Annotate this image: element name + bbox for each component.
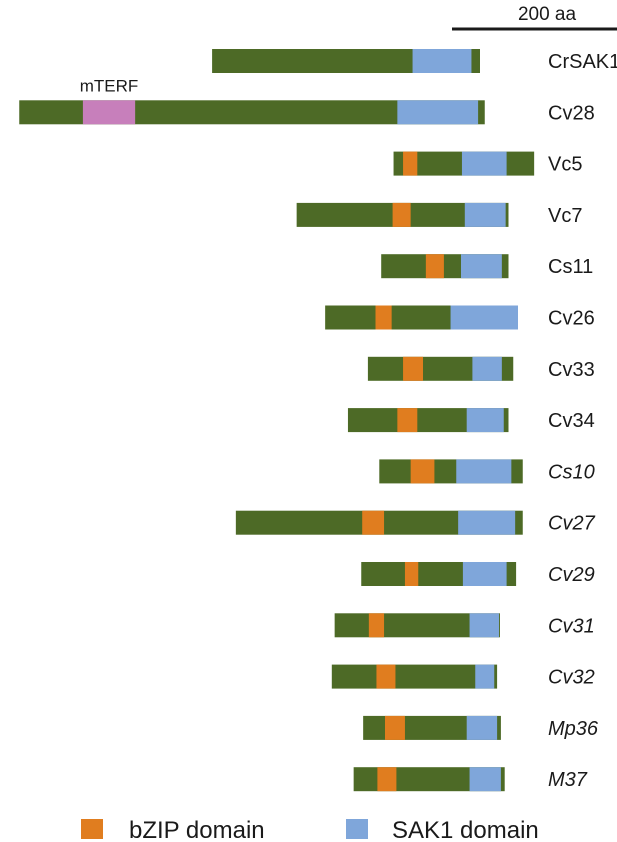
- sak1-domain-block: [464, 202, 506, 227]
- protein-row-cv34: Cv34: [347, 408, 595, 433]
- protein-row-m37: M37: [353, 767, 588, 792]
- protein-name: CrSAK1: [548, 51, 617, 73]
- legend: bZIP domain SAK1 domain: [81, 817, 539, 842]
- sak1-domain-block: [475, 664, 495, 689]
- protein-list: CrSAK1 mTERF Cv28 Vc5 Vc7 Cs11 Cv26 Cv33 Cv34 Cs1…: [19, 49, 617, 792]
- sak1-domain-block: [458, 510, 516, 535]
- legend-swatch-bzip: [81, 819, 103, 839]
- protein-row-crsak1: CrSAK1: [212, 49, 617, 73]
- protein-name: Mp36: [548, 718, 599, 740]
- bzip-domain-block: [410, 459, 435, 484]
- sak1-domain-block: [466, 715, 498, 740]
- protein-name: Cs11: [548, 256, 593, 278]
- sak1-domain-block: [461, 151, 507, 176]
- protein-name: Cv28: [548, 102, 595, 124]
- bzip-domain-block: [425, 254, 444, 279]
- sak1-domain-block: [412, 49, 472, 73]
- protein-row-cv32: Cv32: [331, 664, 595, 689]
- bzip-domain-block: [385, 715, 405, 740]
- protein-row-vc7: Vc7: [296, 202, 582, 227]
- legend-item-sak1: SAK1 domain: [346, 817, 539, 842]
- sak1-domain-block: [469, 613, 499, 638]
- scale-bar-label: 200 aa: [518, 4, 577, 25]
- protein-name: Cv31: [548, 615, 595, 637]
- protein-name: M37: [548, 769, 588, 791]
- mterf-domain-block: [82, 100, 136, 125]
- protein-name: Vc5: [548, 154, 582, 176]
- bzip-domain-block: [377, 767, 397, 792]
- protein-row-cv31: Cv31: [334, 613, 595, 638]
- protein-name: Cv32: [548, 667, 595, 689]
- protein-row-cv27: Cv27: [235, 510, 596, 535]
- mterf-domain-label: mTERF: [80, 76, 139, 95]
- sak1-domain-block: [456, 459, 512, 484]
- sak1-domain-block: [466, 408, 504, 433]
- protein-name: Cv33: [548, 359, 595, 381]
- protein-row-cs10: Cs10: [379, 459, 595, 484]
- bzip-domain-block: [392, 202, 411, 227]
- legend-label-sak1: SAK1 domain: [392, 817, 539, 842]
- scale-bar: 200 aa: [452, 4, 617, 31]
- sak1-domain-block: [469, 767, 501, 792]
- protein-name: Cv27: [548, 513, 596, 535]
- legend-item-bzip: bZIP domain: [81, 817, 265, 842]
- bzip-domain-block: [403, 151, 418, 176]
- bzip-domain-block: [404, 562, 419, 586]
- sak1-domain-block: [461, 254, 502, 279]
- protein-row-cv26: Cv26: [325, 305, 595, 330]
- protein-bar: [331, 664, 498, 689]
- protein-name: Cv26: [548, 308, 595, 330]
- protein-row-cv33: Cv33: [367, 356, 595, 381]
- sak1-domain-block: [397, 100, 479, 125]
- protein-row-mp36: Mp36: [363, 715, 599, 740]
- bzip-domain-block: [403, 356, 423, 381]
- sak1-domain-block: [462, 562, 507, 586]
- legend-label-bzip: bZIP domain: [129, 817, 265, 842]
- bzip-domain-block: [397, 408, 418, 433]
- protein-name: Cv29: [548, 564, 595, 586]
- legend-swatch-sak1: [346, 819, 368, 839]
- bzip-domain-block: [362, 510, 385, 535]
- protein-name: Cs10: [548, 461, 595, 483]
- protein-row-cs11: Cs11: [381, 254, 593, 279]
- sak1-domain-block: [450, 305, 518, 330]
- protein-row-cv28: mTERF Cv28: [19, 76, 595, 125]
- bzip-domain-block: [368, 613, 385, 638]
- protein-row-vc5: Vc5: [393, 151, 582, 176]
- protein-name: Cv34: [548, 410, 595, 432]
- protein-row-cv29: Cv29: [361, 562, 595, 586]
- bzip-domain-block: [376, 664, 396, 689]
- bzip-domain-block: [375, 305, 392, 330]
- sak1-domain-block: [472, 356, 502, 381]
- protein-name: Vc7: [548, 205, 582, 227]
